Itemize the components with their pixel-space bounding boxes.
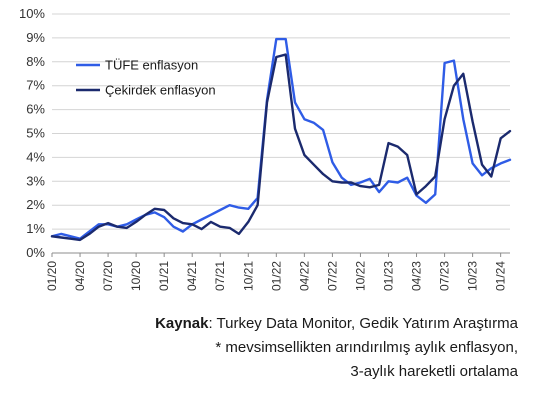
x-tick-label: 04/23	[410, 261, 424, 291]
y-tick-label: 2%	[26, 197, 45, 212]
x-tick-label: 04/20	[73, 261, 87, 291]
x-tick-label: 10/20	[129, 261, 143, 291]
y-tick-label: 4%	[26, 149, 45, 164]
inflation-line-chart: 0% 1% 2% 3% 4% 5% 6% 7% 8% 9% 10% 01/20 04/20 07/20 10…	[19, 6, 512, 291]
x-tick-label: 10/23	[466, 261, 480, 291]
note-line-2: 3-aylık hareketli ortalama	[350, 363, 518, 380]
source-label: Kaynak	[155, 315, 209, 332]
x-tick-label: 01/22	[269, 261, 283, 291]
source-line: Kaynak: Turkey Data Monitor, Gedik Yatır…	[18, 312, 518, 336]
x-tick-label: 04/22	[297, 261, 311, 291]
series-line-tufe	[50, 37, 512, 240]
legend-label: Çekirdek enflasyon	[105, 83, 216, 98]
source-text: : Turkey Data Monitor, Gedik Yatırım Ara…	[208, 315, 518, 332]
y-tick-label: 10%	[19, 6, 45, 21]
x-tick-label: 10/21	[241, 261, 255, 291]
x-tick-label: 01/24	[494, 261, 508, 291]
x-tick-label: 07/20	[101, 261, 115, 291]
y-tick-label: 8%	[26, 54, 45, 69]
x-tick-label: 07/23	[438, 261, 452, 291]
series-line-cekirdek	[50, 53, 512, 242]
x-tick-label: 07/22	[325, 261, 339, 291]
y-tick-label: 5%	[26, 126, 45, 141]
y-tick-label: 7%	[26, 78, 45, 93]
x-tick-label: 10/22	[353, 261, 367, 291]
note-line-1: * mevsimsellikten arındırılmış aylık enf…	[215, 339, 518, 356]
x-tick-label: 01/20	[45, 261, 59, 291]
y-tick-label: 6%	[26, 102, 45, 117]
x-tick-label: 07/21	[213, 261, 227, 291]
chart-caption: Kaynak: Turkey Data Monitor, Gedik Yatır…	[18, 312, 518, 384]
y-tick-label: 9%	[26, 30, 45, 45]
x-tick-label: 01/23	[381, 261, 395, 291]
x-tick-label: 01/21	[157, 261, 171, 291]
y-tick-label: 3%	[26, 173, 45, 188]
chart-svg: 0% 1% 2% 3% 4% 5% 6% 7% 8% 9% 10% 01/20 04/20 07/20 10…	[19, 6, 512, 291]
chart-legend: TÜFE enflasyon Çekirdek enflasyon	[76, 58, 216, 98]
y-tick-label: 0%	[26, 245, 45, 260]
legend-label: TÜFE enflasyon	[105, 58, 198, 73]
y-tick-label: 1%	[26, 221, 45, 236]
x-tick-label: 04/21	[185, 261, 199, 291]
